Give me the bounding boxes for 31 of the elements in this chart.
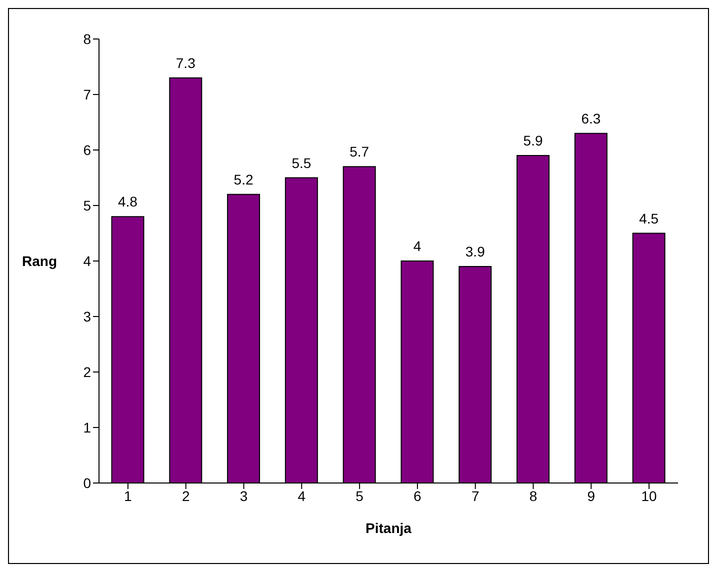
- y-tick-label: 0: [83, 474, 92, 491]
- data-label: 6.3: [581, 110, 601, 126]
- data-label: 5.2: [234, 171, 254, 188]
- x-tick-label: 9: [587, 488, 596, 504]
- data-label: 3.9: [465, 244, 486, 260]
- y-tick-label: 2: [83, 364, 92, 380]
- y-tick-label: 5: [83, 197, 92, 214]
- x-tick-label: 6: [414, 488, 422, 504]
- x-axis-title: Pitanja: [366, 520, 412, 536]
- x-tick-label: 1: [124, 488, 132, 504]
- data-label: 4.8: [118, 194, 138, 210]
- y-tick-label: 6: [83, 142, 92, 158]
- data-label: 5.5: [292, 154, 312, 171]
- y-axis-title: Rang: [22, 252, 57, 269]
- y-tick-label: 7: [83, 86, 92, 102]
- y-tick-label: 3: [83, 308, 92, 324]
- data-label: 7.3: [176, 54, 196, 71]
- y-tick-label: 8: [83, 30, 92, 47]
- data-label: 4: [413, 238, 422, 254]
- x-tick-label: 10: [641, 488, 658, 504]
- data-label: 5.9: [523, 132, 543, 149]
- x-tick-label: 3: [240, 488, 248, 504]
- y-tick-label: 1: [83, 419, 92, 436]
- x-tick-label: 2: [182, 488, 190, 504]
- x-tick-label: 7: [471, 488, 480, 504]
- x-tick-label: 8: [529, 488, 538, 504]
- x-tick-label: 4: [298, 488, 306, 504]
- data-label: 5.7: [350, 144, 370, 160]
- y-tick-label: 4: [83, 252, 92, 269]
- x-tick-label: 5: [356, 488, 364, 504]
- data-label: 4.5: [639, 210, 659, 226]
